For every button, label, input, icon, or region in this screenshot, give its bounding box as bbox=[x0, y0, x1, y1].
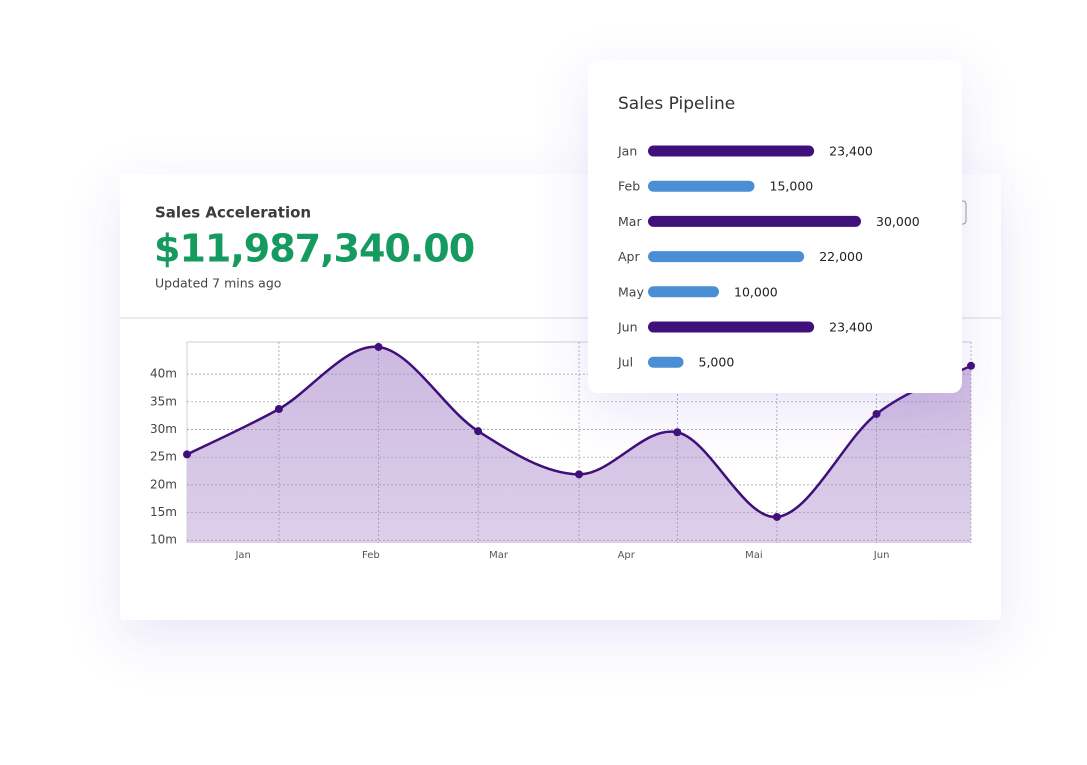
value-label: 10,000 bbox=[734, 284, 778, 299]
category-label: Mar bbox=[618, 214, 642, 229]
line bbox=[186, 345, 972, 519]
bar bbox=[648, 356, 684, 368]
bar-chart: Jan 23,400 Feb 15,000 Mar 30,000 Apr 22,000 May 1… bbox=[617, 144, 920, 370]
x-tick-label: Feb bbox=[362, 550, 380, 561]
category-label: Jun bbox=[617, 320, 638, 335]
value-label: 30,000 bbox=[876, 214, 920, 229]
area bbox=[187, 346, 971, 543]
point bbox=[374, 342, 383, 351]
popup-title: Sales Pipeline bbox=[618, 94, 735, 114]
headline: $11,987,340.00 bbox=[154, 227, 474, 271]
y-tick-label: 15m bbox=[150, 505, 177, 519]
point bbox=[575, 470, 583, 479]
point bbox=[474, 427, 483, 436]
category-label: Jul bbox=[617, 355, 633, 370]
point bbox=[673, 428, 682, 437]
subtitle: Updated 7 mins ago bbox=[155, 276, 281, 291]
category-label: Jan bbox=[617, 144, 637, 159]
category-label: May bbox=[618, 284, 644, 299]
y-tick-label: 40m bbox=[150, 367, 177, 381]
value-label: 23,400 bbox=[829, 320, 873, 335]
y-tick-label: 10m bbox=[150, 533, 177, 547]
point bbox=[274, 405, 283, 413]
x-tick-label: Apr bbox=[618, 550, 636, 561]
y-tick-label: 35m bbox=[150, 394, 177, 408]
point bbox=[872, 409, 881, 418]
bar bbox=[648, 286, 719, 298]
y-tick-label: 25m bbox=[150, 450, 177, 464]
bar bbox=[648, 215, 861, 227]
x-tick-label: Mai bbox=[745, 550, 763, 561]
y-tick-label: 30m bbox=[150, 422, 177, 436]
x-tick-label: Mar bbox=[489, 550, 509, 561]
card-title: Sales Acceleration bbox=[155, 204, 311, 222]
x-tick-label: Jun bbox=[873, 550, 890, 561]
category-label: Apr bbox=[618, 249, 640, 264]
bar bbox=[648, 180, 755, 192]
bar bbox=[648, 145, 815, 157]
value-label: 23,400 bbox=[829, 144, 873, 159]
y-tick-label: 20m bbox=[150, 477, 177, 491]
point bbox=[967, 361, 975, 370]
point bbox=[772, 512, 781, 521]
value-label: 5,000 bbox=[699, 355, 735, 370]
bar bbox=[648, 251, 805, 263]
x-tick-label: Jan bbox=[234, 550, 250, 561]
value-label: 15,000 bbox=[770, 179, 814, 194]
bar bbox=[648, 321, 815, 333]
point bbox=[183, 450, 191, 459]
category-label: Feb bbox=[618, 179, 640, 194]
value-label: 22,000 bbox=[819, 249, 863, 264]
